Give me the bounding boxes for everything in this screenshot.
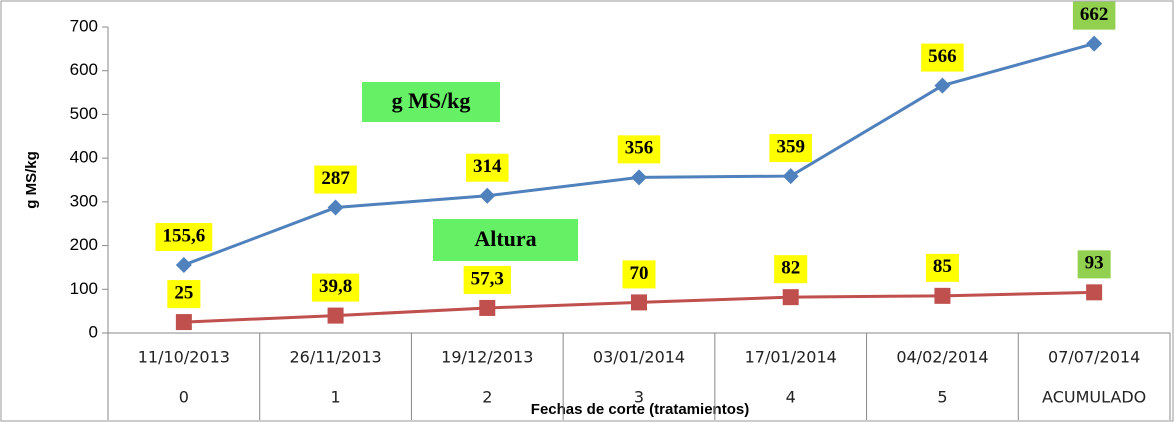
value-label-group: 155,6 bbox=[155, 222, 213, 251]
x-tick-label: 07/07/2014 bbox=[1048, 348, 1140, 367]
marker bbox=[175, 314, 192, 331]
x-subcategory-label: 3 bbox=[634, 388, 644, 407]
x-subcategory-label: 0 bbox=[179, 388, 189, 407]
value-label-box bbox=[622, 260, 656, 289]
value-label: 356 bbox=[625, 138, 654, 159]
value-label-box bbox=[769, 134, 812, 163]
x-subcategory-label: 1 bbox=[330, 388, 340, 407]
x-tick-label: 19/12/2013 bbox=[441, 348, 533, 367]
value-label: 662 bbox=[1080, 4, 1109, 25]
value-label-box bbox=[463, 265, 511, 294]
value-label-group: 70 bbox=[622, 260, 656, 289]
value-label: 155,6 bbox=[162, 225, 205, 246]
y-axis-title: g MS/kg bbox=[23, 151, 40, 209]
x-tick-label: 03/01/2014 bbox=[593, 348, 685, 367]
y-tick-label: 300 bbox=[70, 191, 98, 210]
marker bbox=[782, 168, 799, 185]
legend-label: Altura bbox=[474, 226, 536, 251]
value-label-group: 287 bbox=[314, 165, 357, 194]
x-subcategory-label: 2 bbox=[482, 388, 492, 407]
y-tick-label: 500 bbox=[70, 104, 98, 123]
value-label-box bbox=[311, 273, 360, 302]
legend-box bbox=[433, 219, 578, 261]
value-label: 359 bbox=[776, 136, 805, 157]
value-label-group: 359 bbox=[769, 134, 812, 163]
value-label-box bbox=[167, 280, 201, 309]
x-tick-label: 04/02/2014 bbox=[896, 348, 988, 367]
value-label: 93 bbox=[1085, 253, 1104, 274]
marker bbox=[631, 169, 647, 186]
value-label: 25 bbox=[174, 282, 193, 303]
x-tick-label: 26/11/2013 bbox=[289, 348, 381, 367]
value-label-group: 566 bbox=[921, 43, 964, 72]
value-label: 85 bbox=[933, 256, 952, 277]
value-label-group: 85 bbox=[925, 253, 959, 282]
value-label: 82 bbox=[781, 258, 800, 279]
y-tick-label: 100 bbox=[70, 279, 98, 298]
marker bbox=[479, 187, 496, 204]
marker bbox=[782, 289, 799, 306]
value-label: 566 bbox=[928, 46, 957, 67]
x-subcategory-label: 5 bbox=[937, 388, 947, 407]
marker bbox=[175, 256, 192, 273]
value-label-group: 39,8 bbox=[311, 273, 360, 302]
value-label-group: 662 bbox=[1072, 1, 1116, 30]
value-label-box bbox=[925, 253, 959, 282]
y-tick-label: 400 bbox=[70, 148, 98, 167]
value-label-group: 93 bbox=[1077, 250, 1111, 279]
x-subcategory-label: ACUMULADO bbox=[1042, 388, 1146, 407]
value-label-box bbox=[1072, 1, 1116, 30]
marker bbox=[1086, 35, 1103, 52]
value-label-box bbox=[466, 153, 509, 182]
value-label-group: 57,3 bbox=[463, 265, 511, 294]
marker bbox=[479, 299, 496, 316]
x-subcategory-label: 4 bbox=[786, 388, 796, 407]
value-label: 287 bbox=[321, 168, 350, 189]
value-label: 314 bbox=[473, 156, 502, 177]
value-label-box bbox=[774, 255, 808, 284]
value-label-group: 25 bbox=[167, 280, 201, 309]
y-tick-label: 200 bbox=[70, 235, 98, 254]
value-label-group: 82 bbox=[774, 255, 808, 284]
y-tick-label: 600 bbox=[70, 60, 98, 79]
value-label: 57,3 bbox=[471, 268, 504, 289]
marker bbox=[327, 199, 344, 216]
x-tick-label: 11/10/2013 bbox=[138, 348, 230, 367]
marker bbox=[934, 77, 951, 94]
value-label-group: 314 bbox=[466, 153, 509, 182]
value-label: 70 bbox=[630, 263, 649, 284]
value-label-box bbox=[1077, 250, 1111, 279]
value-label-box bbox=[617, 135, 661, 164]
value-label-group: 356 bbox=[617, 135, 661, 164]
marker bbox=[327, 307, 344, 324]
legend-box bbox=[362, 82, 500, 122]
marker bbox=[934, 287, 951, 304]
value-label-box bbox=[921, 43, 964, 72]
value-label: 39,8 bbox=[319, 276, 352, 297]
marker bbox=[631, 294, 647, 311]
value-label-box bbox=[155, 222, 213, 251]
x-axis-title: Fechas de corte (tratamientos) bbox=[531, 401, 749, 418]
x-tick-label: 17/01/2014 bbox=[745, 348, 837, 367]
y-tick-label: 700 bbox=[70, 16, 98, 35]
value-label-box bbox=[314, 165, 357, 194]
y-tick-label: 0 bbox=[89, 322, 98, 341]
marker bbox=[1086, 284, 1103, 301]
legend-label: g MS/kg bbox=[392, 88, 471, 113]
